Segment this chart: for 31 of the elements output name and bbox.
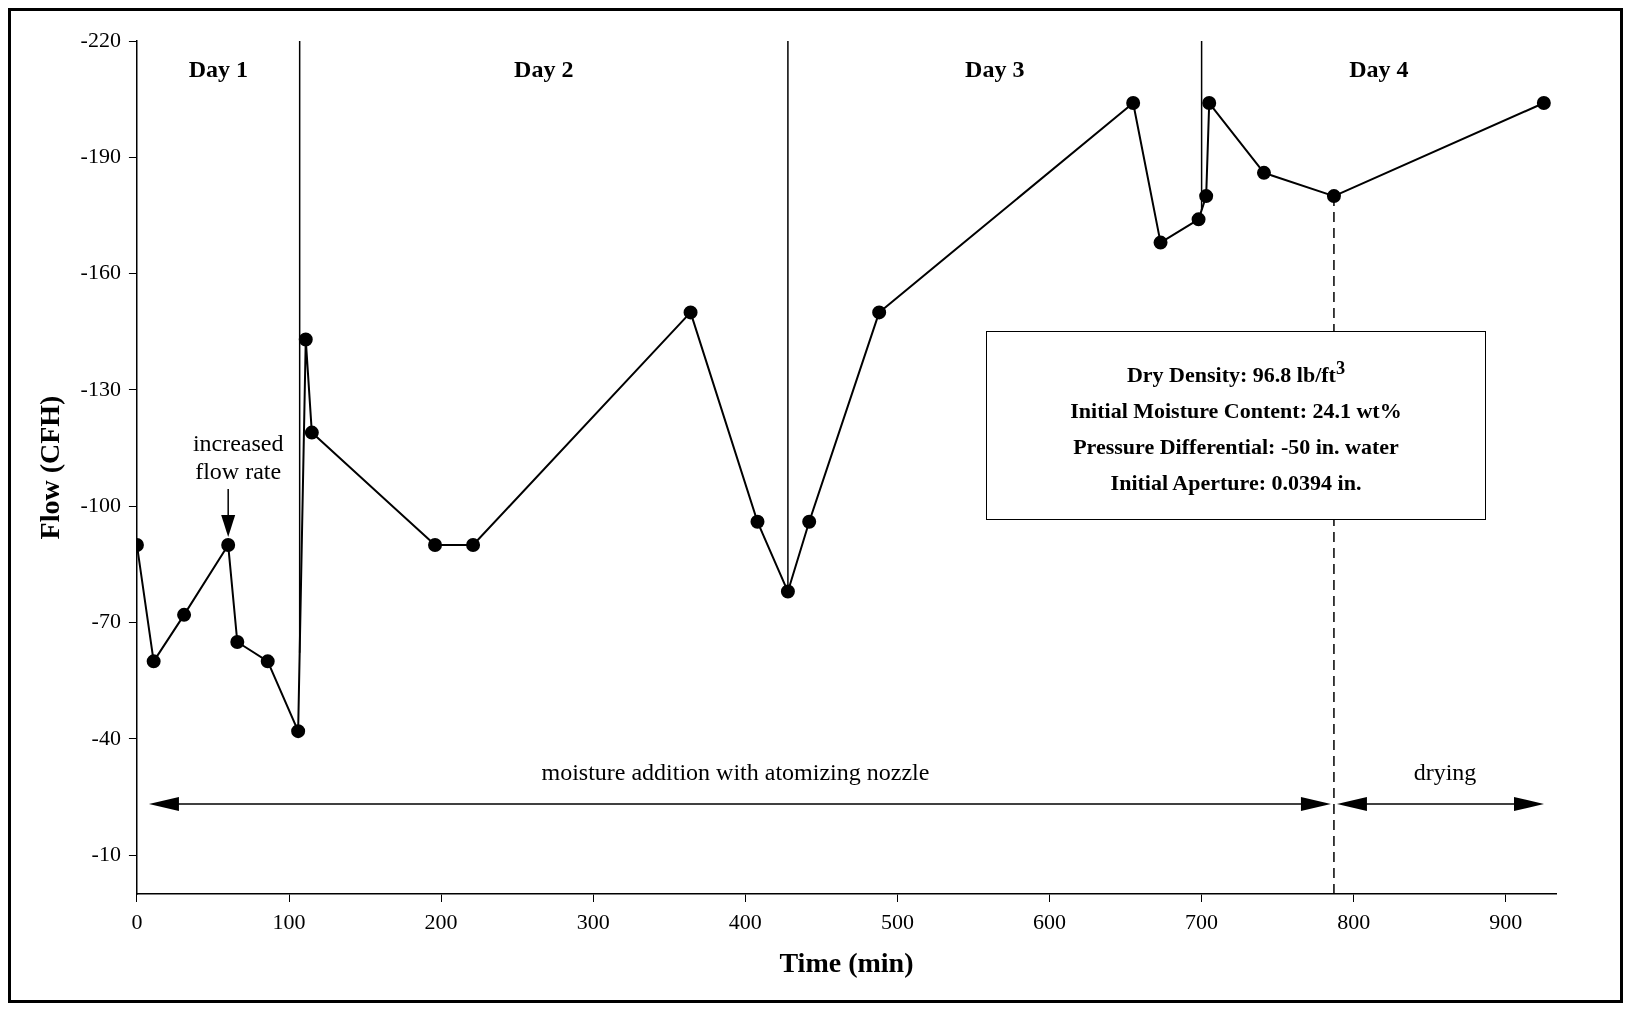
annotation: Day 1 <box>188 56 248 83</box>
x-tick-label: 200 <box>424 908 458 934</box>
annotation: Day 4 <box>1349 56 1409 83</box>
x-tick-label: 500 <box>880 908 914 934</box>
x-tick-label: 900 <box>1489 908 1523 934</box>
y-tick-label: -100 <box>80 492 121 518</box>
y-tick-label: -190 <box>80 143 121 169</box>
x-tick-label: 600 <box>1033 908 1067 934</box>
y-tick-label: -160 <box>80 259 121 285</box>
x-tick-label: 700 <box>1185 908 1219 934</box>
annotation: Day 2 <box>514 56 574 83</box>
x-tick-label: 100 <box>272 908 306 934</box>
x-tick-label: 0 <box>131 908 143 934</box>
annotation: increased flow rate <box>192 430 284 485</box>
annotation: Day 3 <box>965 56 1025 83</box>
annotation: Dry Density: 96.8 lb/ft$^{3}$ <box>1125 357 1347 390</box>
y-tick-label: -10 <box>91 841 121 867</box>
annotation: Pressure Differential: -50 in. water <box>1072 433 1400 462</box>
annotation: Initial Aperture: 0.0394 in. <box>1109 469 1363 498</box>
y-tick-label: -70 <box>91 608 121 634</box>
annotation: moisture addition with atomizing nozzle <box>541 759 930 786</box>
x-tick-label: 400 <box>728 908 762 934</box>
annotation: Initial Moisture Content: 24.1 wt% <box>1069 397 1403 426</box>
y-axis-title: Flow (CFH) <box>34 395 66 540</box>
x-axis-title: Time (min) <box>779 947 914 979</box>
y-tick-label: -40 <box>91 724 121 750</box>
x-tick-label: 800 <box>1337 908 1371 934</box>
y-tick-label: -130 <box>80 375 121 401</box>
x-tick-label: 300 <box>576 908 610 934</box>
y-tick-label: -220 <box>80 26 121 52</box>
annotation: drying <box>1413 759 1477 786</box>
